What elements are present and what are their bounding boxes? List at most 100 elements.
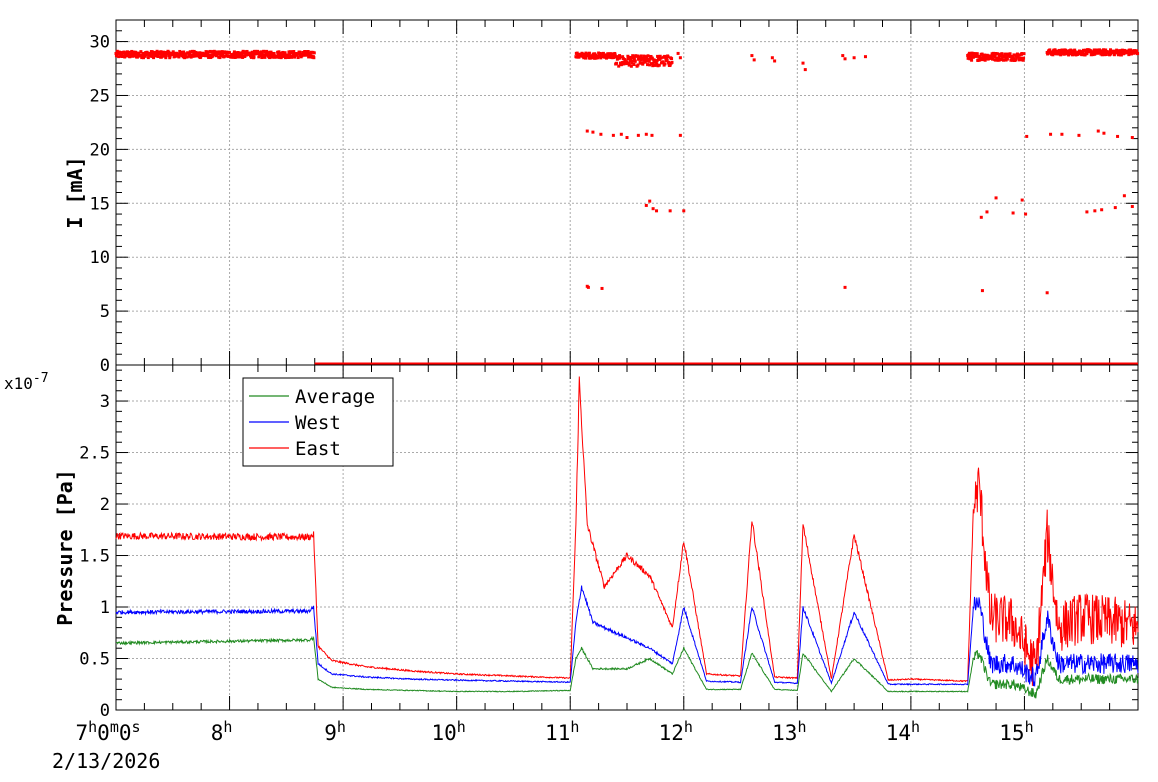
- current-data-point: [995, 56, 999, 60]
- current-data-point: [603, 55, 607, 59]
- current-y-tick-label: 25: [90, 86, 110, 106]
- current-data-point: [199, 55, 203, 59]
- x-tick-label-unit: h: [1025, 718, 1034, 736]
- current-data-point: [770, 56, 774, 60]
- legend-label: Average: [295, 386, 375, 408]
- current-y-tick-label: 5: [100, 302, 110, 322]
- current-data-point: [236, 55, 240, 59]
- current-data-point: [1000, 52, 1004, 56]
- current-data-point: [250, 50, 254, 54]
- current-data-point: [638, 57, 642, 61]
- current-data-point: [599, 56, 603, 60]
- current-data-point: [584, 56, 588, 60]
- current-data-point: [268, 56, 272, 60]
- current-data-point: [272, 51, 276, 55]
- y-scale-base: x10: [4, 374, 33, 393]
- current-data-point: [975, 52, 979, 56]
- current-data-point: [592, 53, 596, 57]
- current-data-point: [1112, 53, 1116, 57]
- current-data-point: [1062, 52, 1066, 56]
- current-data-point: [651, 61, 655, 65]
- pressure-y-tick-label: 1.5: [79, 547, 110, 567]
- current-data-point: [1135, 49, 1139, 53]
- current-data-point: [114, 54, 118, 58]
- current-data-point: [238, 55, 242, 59]
- current-data-point: [650, 56, 654, 60]
- current-data-point: [651, 207, 655, 211]
- current-data-point: [124, 51, 128, 55]
- current-data-point: [987, 57, 991, 61]
- current-data-point: [1022, 56, 1026, 60]
- current-data-point: [1077, 133, 1081, 137]
- x-tick-label-value: 15: [999, 721, 1024, 745]
- current-data-point: [648, 63, 652, 67]
- current-data-point: [226, 54, 230, 58]
- current-data-point: [843, 285, 847, 289]
- current-data-point: [644, 55, 648, 59]
- current-data-point: [231, 55, 235, 59]
- current-data-point: [1060, 132, 1064, 136]
- x-tick-label-unit: h: [797, 718, 806, 736]
- current-data-point: [182, 50, 186, 54]
- current-data-point: [309, 50, 313, 54]
- current-data-point: [617, 64, 621, 68]
- current-data-point: [240, 53, 244, 57]
- current-data-point: [158, 51, 162, 55]
- x-tick-label: 15h: [999, 718, 1033, 745]
- current-data-point: [137, 51, 141, 55]
- pressure-data: [115, 376, 1139, 699]
- current-data-point: [645, 56, 649, 60]
- current-data-point: [1092, 48, 1096, 52]
- x-tick-label: 12h: [659, 718, 693, 745]
- current-data-point: [1116, 134, 1120, 138]
- current-data-point: [263, 55, 267, 59]
- current-data-point: [252, 55, 256, 59]
- legend: Average West East: [242, 377, 394, 467]
- current-data-point: [997, 56, 1001, 60]
- current-data-point: [678, 56, 682, 60]
- current-data-point: [221, 52, 225, 56]
- pressure-y-tick-label: 0: [100, 701, 110, 721]
- x-tick-label: 8h: [211, 718, 233, 745]
- current-data-point: [127, 50, 131, 54]
- current-data-point: [1130, 136, 1134, 140]
- current-data-point: [141, 51, 145, 55]
- current-data-point: [627, 61, 631, 65]
- current-data-point: [218, 56, 222, 60]
- current-data-point: [260, 51, 264, 55]
- current-data-point: [166, 52, 170, 56]
- current-data-point: [271, 55, 275, 59]
- current-data-point: [996, 52, 1000, 56]
- current-data-point: [616, 56, 620, 60]
- current-data-point: [1073, 48, 1077, 52]
- current-data-point: [234, 54, 238, 58]
- current-data-point: [1049, 132, 1053, 136]
- current-data-point: [587, 51, 591, 55]
- current-data-point: [980, 289, 984, 293]
- current-data-point: [653, 63, 657, 67]
- current-data-point: [1107, 50, 1111, 54]
- x-tick-label: 7h0m0s: [75, 718, 140, 745]
- current-data-point: [1113, 206, 1117, 210]
- current-data-point: [282, 53, 286, 57]
- current-data-point: [175, 51, 179, 55]
- current-data-point: [164, 54, 168, 58]
- x-tick-label-unit: h: [911, 718, 920, 736]
- x-tick-label-unit: h: [684, 718, 693, 736]
- current-data-point: [1130, 205, 1134, 209]
- y-scale-exponent: -7: [33, 371, 49, 386]
- current-data-point: [1119, 53, 1123, 57]
- current-data-point: [600, 286, 604, 290]
- current-data-point: [183, 53, 187, 57]
- current-data-point: [655, 62, 659, 66]
- current-data-point: [773, 59, 777, 63]
- current-data-point: [635, 54, 639, 58]
- current-data-point: [1100, 208, 1104, 212]
- current-data-point: [633, 59, 637, 63]
- x-tick-label-unit: h: [88, 718, 97, 736]
- current-data-point: [803, 68, 807, 72]
- current-data-point: [979, 215, 983, 219]
- pressure-panel: 00.511.522.53 7h0m0s 8h 9h 10h 11h 12h 13h 14h 1…: [4, 364, 1139, 773]
- current-data-point: [155, 49, 159, 53]
- current-data-point: [663, 62, 667, 66]
